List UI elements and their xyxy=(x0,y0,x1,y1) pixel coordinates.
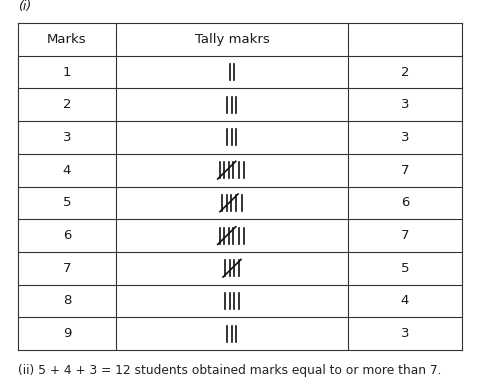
Text: (ii) 5 + 4 + 3 = 12 students obtained marks equal to or more than 7.: (ii) 5 + 4 + 3 = 12 students obtained ma… xyxy=(18,364,442,377)
Text: 7: 7 xyxy=(401,229,409,242)
Text: 3: 3 xyxy=(401,131,409,144)
Text: 5: 5 xyxy=(63,196,71,209)
Text: 6: 6 xyxy=(63,229,71,242)
Text: 2: 2 xyxy=(63,98,71,111)
Text: 1: 1 xyxy=(63,65,71,79)
Text: 4: 4 xyxy=(401,294,409,307)
Text: Tally makrs: Tally makrs xyxy=(194,33,269,46)
Text: 7: 7 xyxy=(401,164,409,177)
Text: 5: 5 xyxy=(401,262,409,275)
Text: Marks: Marks xyxy=(47,33,87,46)
Text: 4: 4 xyxy=(63,164,71,177)
Text: 3: 3 xyxy=(63,131,71,144)
Text: 6: 6 xyxy=(401,196,409,209)
Text: 3: 3 xyxy=(401,327,409,340)
Text: 3: 3 xyxy=(401,98,409,111)
Text: (i): (i) xyxy=(18,0,31,13)
Text: 8: 8 xyxy=(63,294,71,307)
Text: 7: 7 xyxy=(63,262,71,275)
Text: 9: 9 xyxy=(63,327,71,340)
Text: 2: 2 xyxy=(401,65,409,79)
